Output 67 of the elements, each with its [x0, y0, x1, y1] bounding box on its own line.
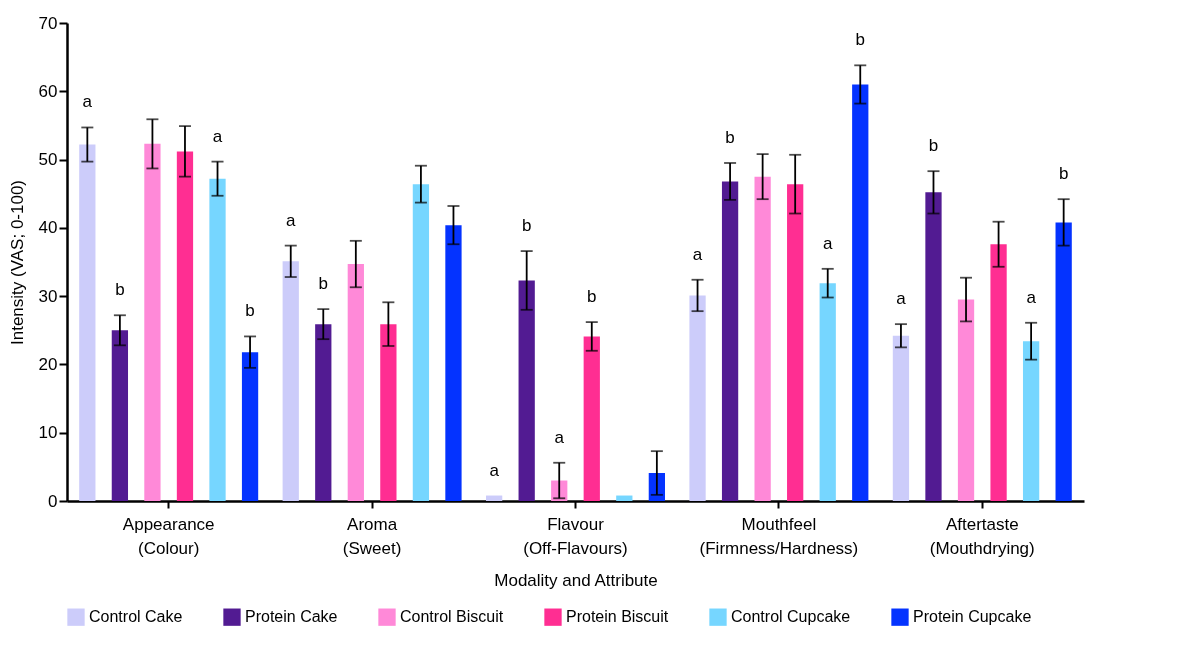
x-tick-label: Aroma (Sweet)	[342, 514, 402, 558]
bar	[518, 280, 535, 501]
y-tick-label: 0	[48, 491, 58, 511]
data-label: b	[1058, 164, 1069, 184]
y-tick-label: 60	[38, 81, 58, 101]
bar	[380, 324, 397, 501]
data-label: b	[245, 301, 255, 321]
bar	[486, 495, 503, 501]
data-label: a	[896, 289, 907, 309]
y-tick-label: 30	[38, 286, 58, 306]
legend-label: Control Cake	[89, 608, 183, 626]
legend-label: Protein Biscuit	[566, 608, 669, 626]
data-label: b	[725, 127, 735, 147]
x-tick-label: Aftertaste (Mouthdrying)	[929, 514, 1035, 558]
data-label: a	[82, 92, 93, 112]
data-label: a	[692, 244, 703, 264]
x-tick-label: Mouthfeel (Firmness/Hardness)	[699, 514, 859, 558]
data-label: b	[587, 287, 597, 307]
bar	[852, 84, 869, 501]
bar	[1022, 341, 1040, 501]
data-label: b	[115, 280, 125, 300]
bar	[445, 225, 462, 501]
y-tick-label: 70	[38, 13, 58, 33]
data-label: a	[212, 126, 223, 146]
bar	[925, 192, 942, 501]
x-tick-label: Flavour (Off-Flavours)	[523, 514, 628, 558]
legend-label: Control Biscuit	[400, 608, 504, 626]
bar	[787, 184, 804, 501]
bar	[721, 181, 739, 501]
legend-label: Control Cupcake	[731, 608, 851, 626]
bar	[241, 352, 259, 501]
legend-label: Protein Cupcake	[913, 608, 1032, 626]
y-tick-label: 40	[38, 218, 58, 238]
bar	[754, 176, 771, 501]
bar	[1055, 222, 1072, 501]
bar	[819, 283, 836, 501]
data-label: b	[521, 216, 532, 236]
x-axis-title: Modality and Attribute	[494, 570, 658, 590]
data-label: a	[822, 233, 833, 253]
bar	[315, 324, 332, 501]
bar	[689, 295, 706, 501]
bar	[347, 264, 364, 501]
bar	[144, 143, 161, 501]
bar	[209, 178, 226, 501]
data-label: b	[855, 30, 865, 50]
bar	[111, 330, 129, 501]
bar	[616, 495, 633, 501]
y-tick-label: 20	[38, 354, 58, 374]
bar	[583, 336, 600, 501]
data-label: b	[928, 136, 939, 156]
bar	[990, 244, 1007, 501]
data-label: b	[318, 274, 329, 294]
y-tick-label: 10	[38, 423, 58, 443]
data-label: a	[489, 460, 500, 480]
data-label: a	[554, 427, 565, 447]
bar	[282, 261, 299, 501]
data-label: a	[1026, 287, 1037, 307]
x-tick-label: Appearance (Colour)	[122, 514, 215, 558]
legend-label: Protein Cake	[245, 608, 338, 626]
y-tick-label: 50	[38, 150, 58, 170]
data-label: a	[286, 210, 297, 230]
bar	[957, 299, 975, 501]
bar	[412, 184, 430, 501]
bar	[176, 151, 194, 501]
bar	[892, 335, 910, 501]
y-axis-title: Intensity (VAS; 0-100)	[7, 179, 27, 346]
bar	[79, 144, 96, 501]
